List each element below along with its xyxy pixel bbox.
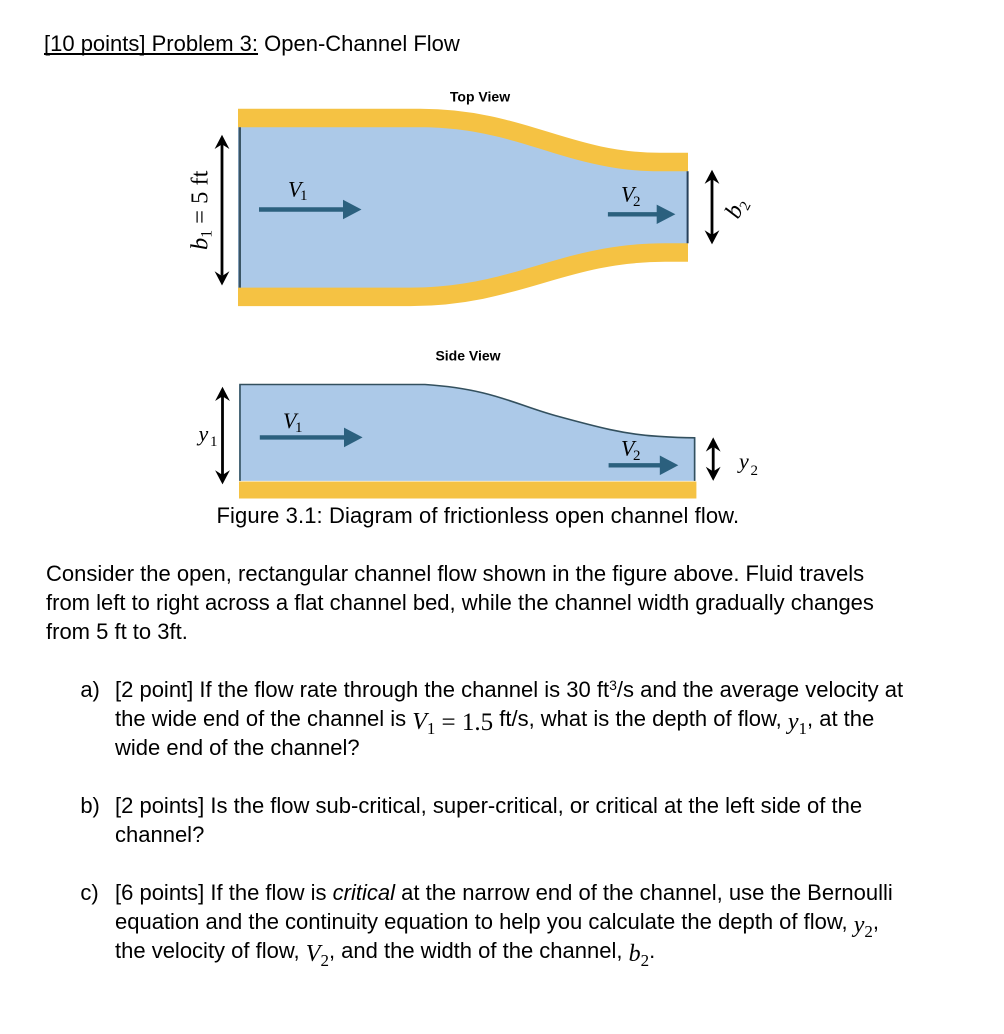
svg-text:1: 1 <box>295 420 303 436</box>
svg-text:b2: b2 <box>720 193 754 223</box>
svg-text:Top View: Top View <box>450 89 510 105</box>
svg-text:y: y <box>197 421 209 446</box>
svg-text:Side View: Side View <box>435 348 500 364</box>
svg-text:y: y <box>737 449 749 474</box>
svg-text:2: 2 <box>751 463 759 479</box>
svg-text:2: 2 <box>633 194 641 210</box>
svg-text:V: V <box>621 181 637 206</box>
svg-text:b1 = 5 ft: b1 = 5 ft <box>187 170 216 250</box>
svg-text:V: V <box>288 176 304 201</box>
svg-text:V: V <box>283 408 299 433</box>
svg-text:1: 1 <box>300 188 308 204</box>
svg-text:1: 1 <box>210 434 218 450</box>
svg-text:2: 2 <box>633 448 641 464</box>
svg-text:V: V <box>621 435 637 460</box>
